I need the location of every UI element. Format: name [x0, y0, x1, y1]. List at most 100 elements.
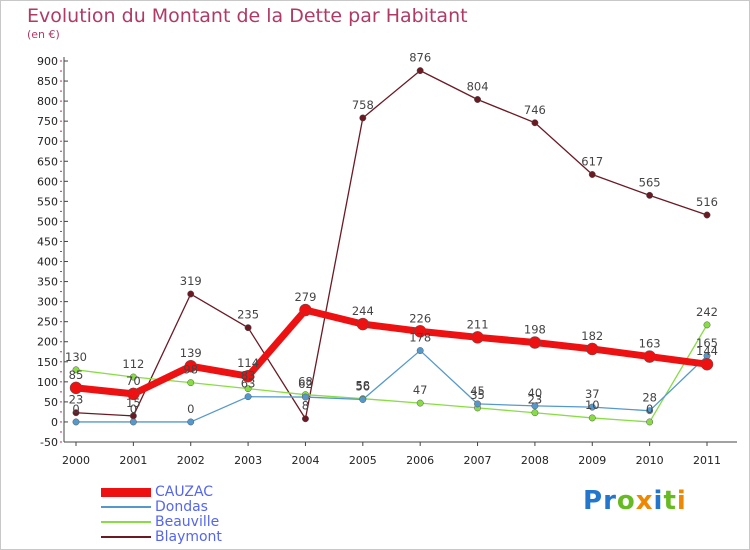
data-label-dondas: 28	[642, 391, 657, 405]
data-label-dondas: 165	[696, 336, 718, 350]
data-label-beauville: 83	[241, 369, 256, 383]
chart-title: Evolution du Montant de la Dette par Hab…	[27, 5, 468, 27]
series-line-dondas	[76, 349, 708, 423]
data-point-blaymont	[244, 324, 252, 332]
data-label-cauzac: 114	[237, 356, 259, 370]
series-line-blaymont	[75, 69, 708, 420]
y-tick-label: 850	[37, 75, 58, 88]
data-label-beauville: 242	[696, 305, 718, 319]
logo-letter: r	[603, 486, 617, 516]
data-label-cauzac: 211	[467, 317, 489, 331]
data-point-blaymont	[72, 409, 80, 417]
data-point-blaymont	[187, 290, 195, 298]
y-tick-label: 500	[37, 215, 58, 228]
data-label-dondas: 0	[72, 402, 79, 416]
x-tick-label: 2000	[62, 454, 90, 467]
data-point-dondas	[416, 347, 424, 355]
data-point-blaymont	[703, 211, 711, 219]
chart-subtitle: (en €)	[27, 28, 60, 41]
data-label-blaymont: 565	[639, 175, 661, 189]
x-tick-label: 2011	[693, 454, 721, 467]
data-point-dondas	[646, 407, 654, 415]
data-point-beauville	[646, 418, 654, 426]
y-tick-label: 0	[51, 416, 58, 429]
y-tick-label: 100	[37, 376, 58, 389]
data-label-blaymont: 746	[524, 103, 546, 117]
x-tick-label: 2009	[578, 454, 606, 467]
data-label-beauville: 112	[122, 357, 144, 371]
x-tick-label: 2007	[464, 454, 492, 467]
data-label-beauville: 47	[413, 383, 428, 397]
y-tick-label: 600	[37, 175, 58, 188]
data-point-cauzac	[528, 336, 542, 349]
data-label-blaymont: 617	[581, 154, 603, 168]
data-label-beauville: 58	[355, 379, 370, 393]
data-label-blaymont: 8	[302, 399, 309, 413]
data-point-cauzac	[299, 303, 312, 317]
data-label-cauzac: 144	[696, 344, 718, 358]
data-label-blaymont: 235	[237, 308, 259, 322]
data-label-dondas: 63	[241, 377, 256, 391]
data-point-beauville	[703, 321, 711, 329]
y-tick-label: 700	[37, 135, 58, 148]
y-tick-label: 200	[37, 336, 58, 349]
data-label-beauville: 23	[528, 393, 543, 407]
data-point-dondas	[244, 393, 252, 401]
data-label-dondas: 0	[187, 402, 194, 416]
data-point-cauzac	[241, 369, 255, 383]
logo-letter: o	[616, 486, 636, 516]
data-point-dondas	[187, 418, 195, 426]
data-point-cauzac	[127, 387, 140, 401]
y-tick-label: 300	[37, 296, 58, 309]
data-point-cauzac	[586, 342, 599, 356]
data-point-dondas	[72, 418, 80, 426]
data-label-blaymont: 876	[409, 51, 431, 65]
data-label-blaymont: 319	[180, 274, 202, 288]
data-point-dondas	[531, 402, 539, 410]
data-label-cauzac: 244	[352, 304, 374, 318]
legend-swatch-beauville	[101, 521, 151, 523]
y-tick-label: 750	[37, 115, 58, 128]
data-point-dondas	[588, 403, 596, 411]
data-point-beauville	[416, 399, 424, 407]
logo-letter: i	[676, 486, 687, 516]
logo-letter: P	[583, 486, 604, 516]
series-line-beauville	[75, 324, 708, 423]
data-point-cauzac	[356, 317, 370, 331]
x-tick-label: 2006	[406, 454, 434, 467]
x-tick-label: 2008	[521, 454, 549, 467]
data-point-cauzac	[69, 381, 83, 395]
data-point-blaymont	[416, 67, 424, 75]
data-label-dondas: 62	[298, 377, 313, 391]
data-label-cauzac: 198	[524, 323, 546, 337]
legend-label-cauzac: CAUZAC	[155, 484, 214, 500]
data-label-beauville: 98	[183, 363, 198, 377]
data-label-beauville: 10	[585, 398, 600, 412]
data-point-blaymont	[531, 119, 539, 127]
data-label-cauzac: 139	[180, 346, 202, 360]
data-label-blaymont: 15	[126, 396, 141, 410]
legend-label-dondas: Dondas	[155, 499, 208, 515]
data-point-blaymont	[646, 191, 654, 199]
x-tick-label: 2010	[636, 454, 664, 467]
y-tick-label: 50	[44, 396, 58, 409]
data-point-beauville	[187, 379, 195, 387]
logo-letter: i	[653, 486, 664, 516]
data-label-cauzac: 226	[409, 311, 431, 325]
data-point-dondas	[359, 396, 367, 403]
data-label-cauzac: 85	[69, 368, 84, 382]
y-tick-label: 150	[37, 356, 58, 369]
data-label-blaymont: 758	[352, 98, 374, 112]
data-point-cauzac	[471, 331, 484, 344]
legend-swatch-cauzac	[101, 487, 151, 497]
data-label-dondas: 56	[355, 379, 370, 393]
data-point-blaymont	[359, 114, 367, 122]
data-label-dondas: 0	[130, 402, 137, 416]
legend-swatch-blaymont	[101, 536, 151, 538]
data-label-beauville: 0	[646, 402, 653, 416]
data-point-beauville	[129, 373, 137, 381]
x-tick-label: 2005	[349, 454, 377, 467]
data-label-dondas: 178	[409, 331, 431, 345]
x-tick-label: 2003	[234, 454, 262, 467]
